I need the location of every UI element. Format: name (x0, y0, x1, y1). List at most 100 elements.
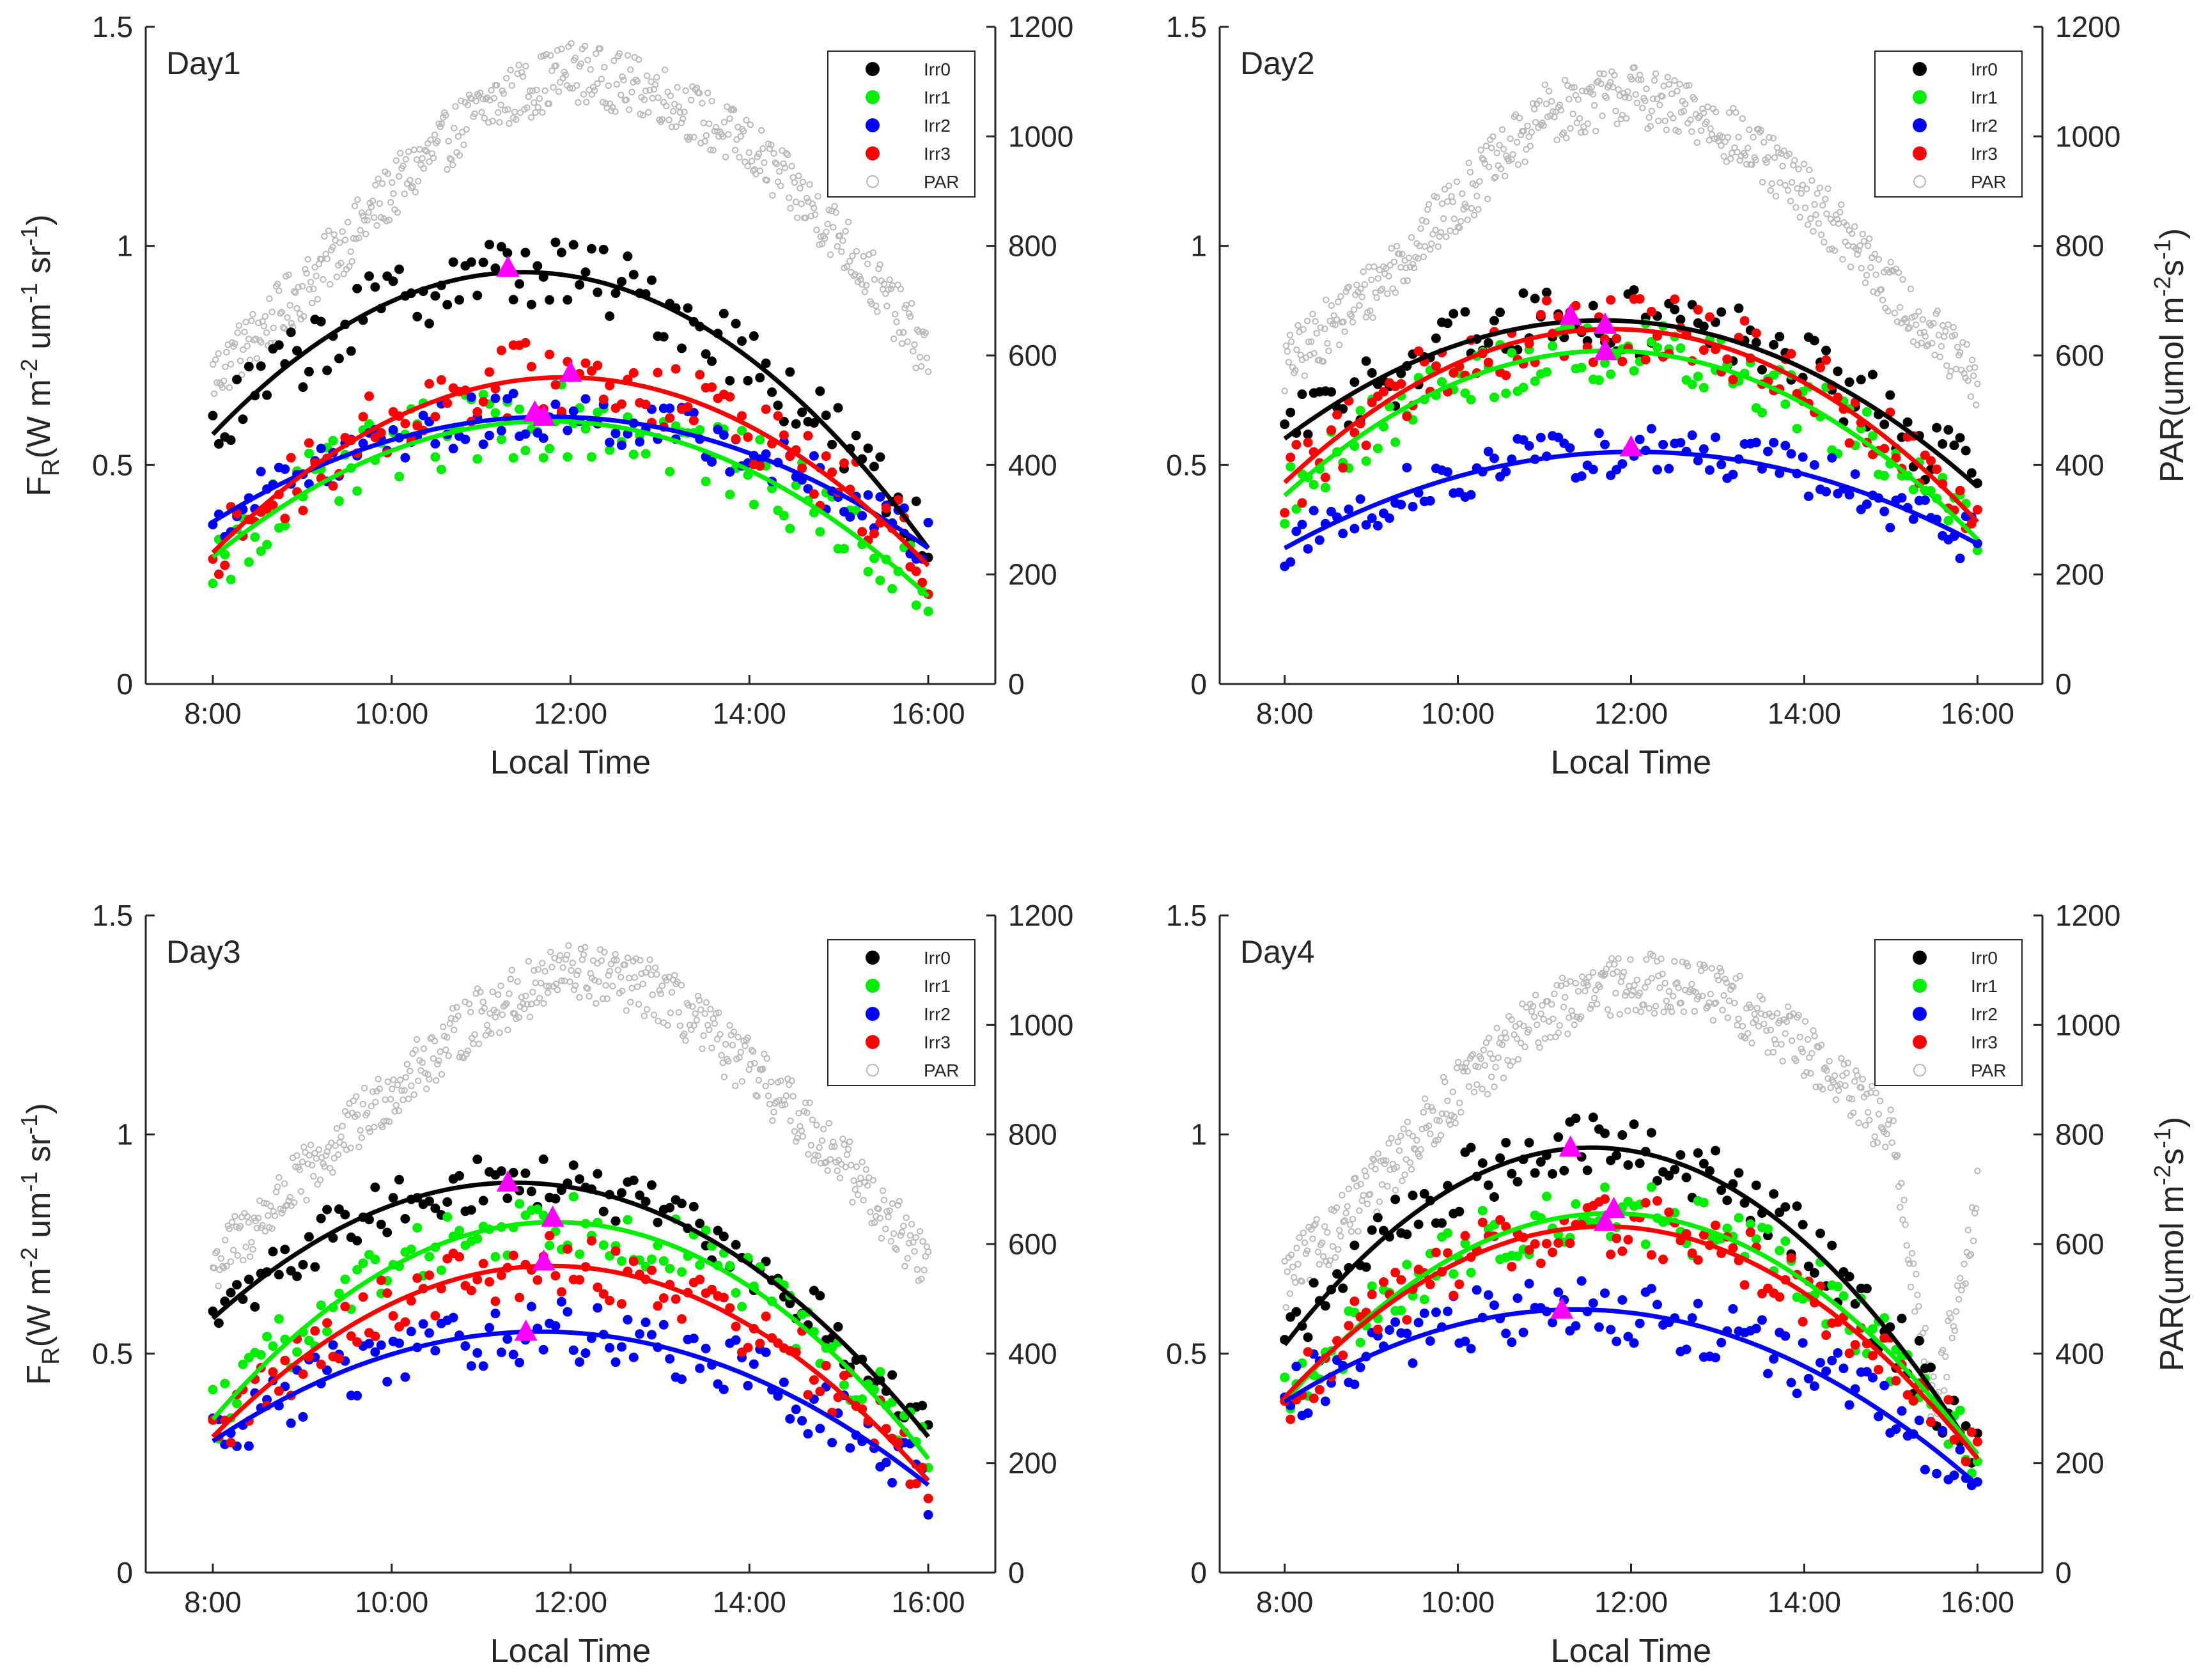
par-point (1724, 134, 1732, 141)
par-point (1369, 1155, 1376, 1162)
par-point (653, 970, 660, 978)
par-point (452, 103, 459, 110)
par-point (244, 1213, 251, 1220)
par-point (1831, 1072, 1839, 1079)
par-point (407, 1068, 414, 1075)
data-point (1338, 404, 1348, 414)
par-point (534, 966, 542, 973)
data-point (515, 1357, 525, 1367)
par-point (606, 967, 614, 975)
par-point (1399, 251, 1406, 258)
par-point (1292, 1279, 1299, 1286)
par-point (1777, 1017, 1784, 1024)
data-point (286, 453, 296, 463)
data-point (1757, 364, 1767, 375)
par-point (1404, 1118, 1411, 1126)
par-point (713, 1036, 721, 1043)
par-point (834, 243, 841, 250)
par-point (1915, 308, 1922, 315)
data-point (803, 1429, 813, 1439)
data-point (1483, 357, 1493, 368)
data-point (917, 577, 928, 587)
par-point (787, 1117, 794, 1124)
par-point (1545, 88, 1553, 95)
data-point (1303, 1347, 1313, 1357)
par-point (1723, 979, 1730, 986)
y2-tick-label: 1000 (1008, 120, 1073, 153)
data-point (725, 490, 735, 500)
par-point (1939, 322, 1947, 329)
data-point (1652, 1176, 1662, 1186)
par-point (625, 974, 633, 982)
par-point (435, 1057, 442, 1064)
data-point (1711, 432, 1721, 442)
par-point (650, 1011, 658, 1018)
par-point (1298, 1278, 1305, 1285)
par-point (586, 993, 593, 1000)
data-point (1460, 388, 1470, 398)
data-point (1711, 1353, 1721, 1363)
data-point (1815, 1358, 1825, 1368)
par-point (1824, 185, 1831, 192)
par-point (896, 1198, 903, 1205)
data-point (352, 486, 362, 496)
par-point (1289, 1263, 1296, 1271)
data-point (586, 1236, 596, 1246)
peak-marker-irr2 (523, 400, 547, 422)
par-point (880, 280, 888, 288)
y2-tick-label: 600 (2055, 339, 2104, 372)
par-point (1286, 1290, 1294, 1297)
par-point (812, 1151, 819, 1158)
y2-axis-title: PAR(umol m-2s-1) (2149, 228, 2191, 483)
data-point (767, 483, 777, 494)
data-point (707, 1284, 717, 1295)
par-point (1489, 1055, 1497, 1062)
data-point (1309, 1278, 1319, 1288)
data-point (701, 476, 711, 486)
par-point (410, 146, 417, 153)
data-point (328, 481, 338, 491)
par-point (1285, 359, 1293, 366)
par-point (346, 263, 353, 270)
par-point (745, 149, 752, 156)
par-point (1906, 324, 1913, 331)
par-point (1748, 1039, 1755, 1046)
par-point (1923, 343, 1931, 350)
par-point (1627, 956, 1634, 963)
x-tick-label: 16:00 (1941, 697, 2014, 730)
par-point (1608, 954, 1615, 962)
data-point (1443, 467, 1453, 477)
par-point (1619, 112, 1626, 119)
par-point (1524, 122, 1531, 130)
data-point (575, 1357, 585, 1367)
data-point (563, 425, 573, 435)
par-point (1664, 1003, 1672, 1011)
par-point (1479, 1085, 1486, 1093)
legend-label: PAR (1971, 1061, 2007, 1080)
data-point (1687, 430, 1697, 440)
data-point (1396, 499, 1406, 509)
par-point (813, 226, 820, 233)
data-point (1943, 515, 1954, 525)
y2-tick-label: 1000 (2055, 120, 2120, 153)
par-point (238, 371, 245, 378)
par-point (676, 1022, 684, 1029)
par-point (394, 1081, 401, 1089)
data-point (1466, 1268, 1476, 1278)
par-point (354, 196, 361, 203)
par-point (415, 1077, 422, 1085)
par-point (1693, 139, 1701, 146)
data-point (508, 1250, 518, 1261)
par-point (1707, 990, 1714, 998)
par-point (1496, 141, 1504, 149)
par-point (330, 231, 338, 238)
par-point (1887, 258, 1894, 266)
par-point (736, 153, 743, 161)
par-point (625, 106, 633, 113)
data-point (1716, 307, 1727, 317)
legend-label: PAR (924, 172, 960, 192)
par-point (384, 1078, 391, 1085)
par-point (1582, 128, 1589, 136)
data-point (1349, 1240, 1360, 1250)
par-point (1886, 1117, 1893, 1124)
